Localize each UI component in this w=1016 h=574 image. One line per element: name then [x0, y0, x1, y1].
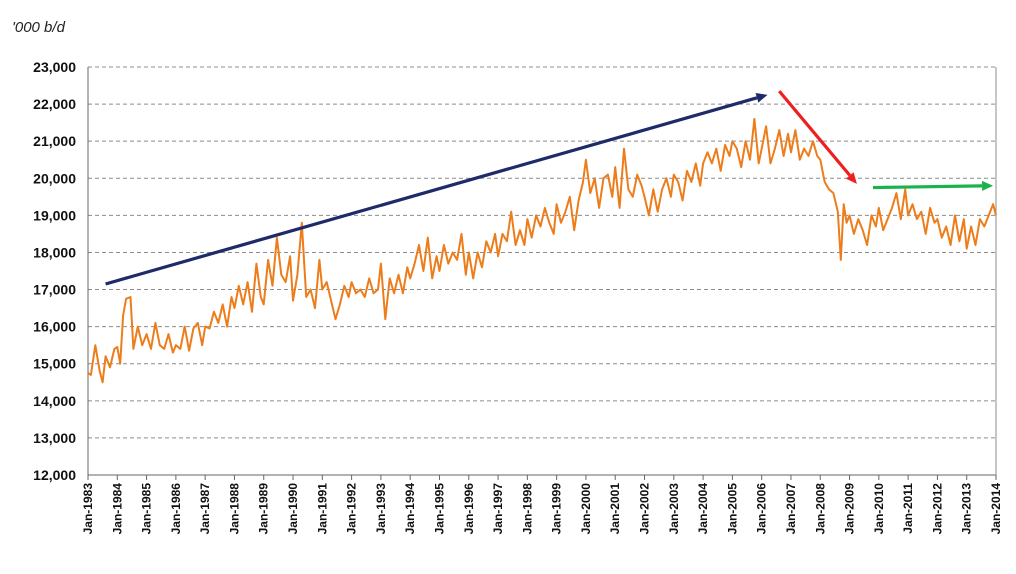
y-tick-label: 20,000: [33, 170, 76, 186]
y-tick-label: 17,000: [33, 282, 76, 298]
trend-arrow-line: [778, 90, 852, 177]
x-tick-label: Jan-2001: [608, 483, 622, 535]
x-tick-label: Jan-1994: [403, 483, 417, 535]
y-tick-label: 22,000: [33, 96, 76, 112]
y-tick-label: 21,000: [33, 133, 76, 149]
y-tick-label: 19,000: [33, 207, 76, 223]
x-tick-label: Jan-2005: [725, 483, 739, 535]
x-tick-label: Jan-1983: [81, 483, 95, 535]
x-tick-label: Jan-1993: [374, 483, 388, 535]
x-tick-label: Jan-2011: [901, 483, 915, 534]
x-tick-label: Jan-1997: [491, 483, 505, 535]
x-tick-label: Jan-1985: [140, 483, 154, 535]
trend-arrows: [105, 90, 994, 286]
x-tick-label: Jan-2003: [667, 483, 681, 535]
trend-arrow-line: [105, 96, 758, 286]
gridlines: [88, 66, 996, 439]
x-tick-label: Jan-2007: [784, 483, 798, 535]
y-tick-label: 15,000: [33, 356, 76, 372]
x-tick-label: Jan-1986: [169, 483, 183, 535]
x-tick-label: Jan-1992: [345, 483, 359, 535]
y-tick-label: 14,000: [33, 393, 76, 409]
y-axis-unit-label: '000 b/d: [12, 19, 66, 36]
y-tick-label: 12,000: [33, 467, 76, 483]
series-line: [87, 117, 997, 384]
x-tick-label: Jan-2014: [989, 483, 1003, 535]
x-axis-ticks: Jan-1983 Jan-1984 Jan-1985 Jan-1986 Jan-1987…: [81, 475, 1003, 534]
y-tick-label: 13,000: [33, 430, 76, 446]
y-tick-label: 18,000: [33, 244, 76, 260]
x-tick-label: Jan-2004: [696, 483, 710, 535]
y-tick-label: 23,000: [33, 59, 76, 75]
x-tick-label: Jan-2012: [930, 483, 944, 535]
x-tick-label: Jan-1988: [227, 483, 241, 535]
trend-arrow-line: [872, 184, 983, 190]
x-tick-label: Jan-1987: [198, 483, 212, 535]
trend-arrow-head: [845, 172, 857, 184]
axes: [87, 67, 997, 476]
series-layer: [87, 117, 997, 384]
x-tick-label: Jan-2010: [872, 483, 886, 535]
x-tick-label: Jan-1998: [520, 483, 534, 535]
y-tick-label: 16,000: [33, 319, 76, 335]
x-tick-label: Jan-2009: [843, 483, 857, 535]
x-tick-label: Jan-1999: [550, 483, 564, 535]
x-tick-label: Jan-1984: [110, 483, 124, 535]
y-axis-ticks: 12,000 13,000 14,000 15,000 16,000 17,000 18,0…: [33, 59, 76, 483]
x-tick-label: Jan-1989: [257, 483, 271, 535]
x-tick-label: Jan-2008: [813, 483, 827, 535]
x-tick-label: Jan-2000: [579, 483, 593, 535]
x-tick-label: Jan-1990: [286, 483, 300, 535]
x-tick-label: Jan-1991: [315, 483, 329, 535]
trend-arrow-head: [981, 180, 994, 191]
trend-arrow-head: [755, 93, 768, 103]
x-tick-label: Jan-2006: [755, 483, 769, 535]
x-tick-label: Jan-2002: [638, 483, 652, 535]
x-tick-label: Jan-1995: [432, 483, 446, 535]
x-tick-label: Jan-2013: [960, 483, 974, 535]
x-tick-label: Jan-1996: [462, 483, 476, 535]
